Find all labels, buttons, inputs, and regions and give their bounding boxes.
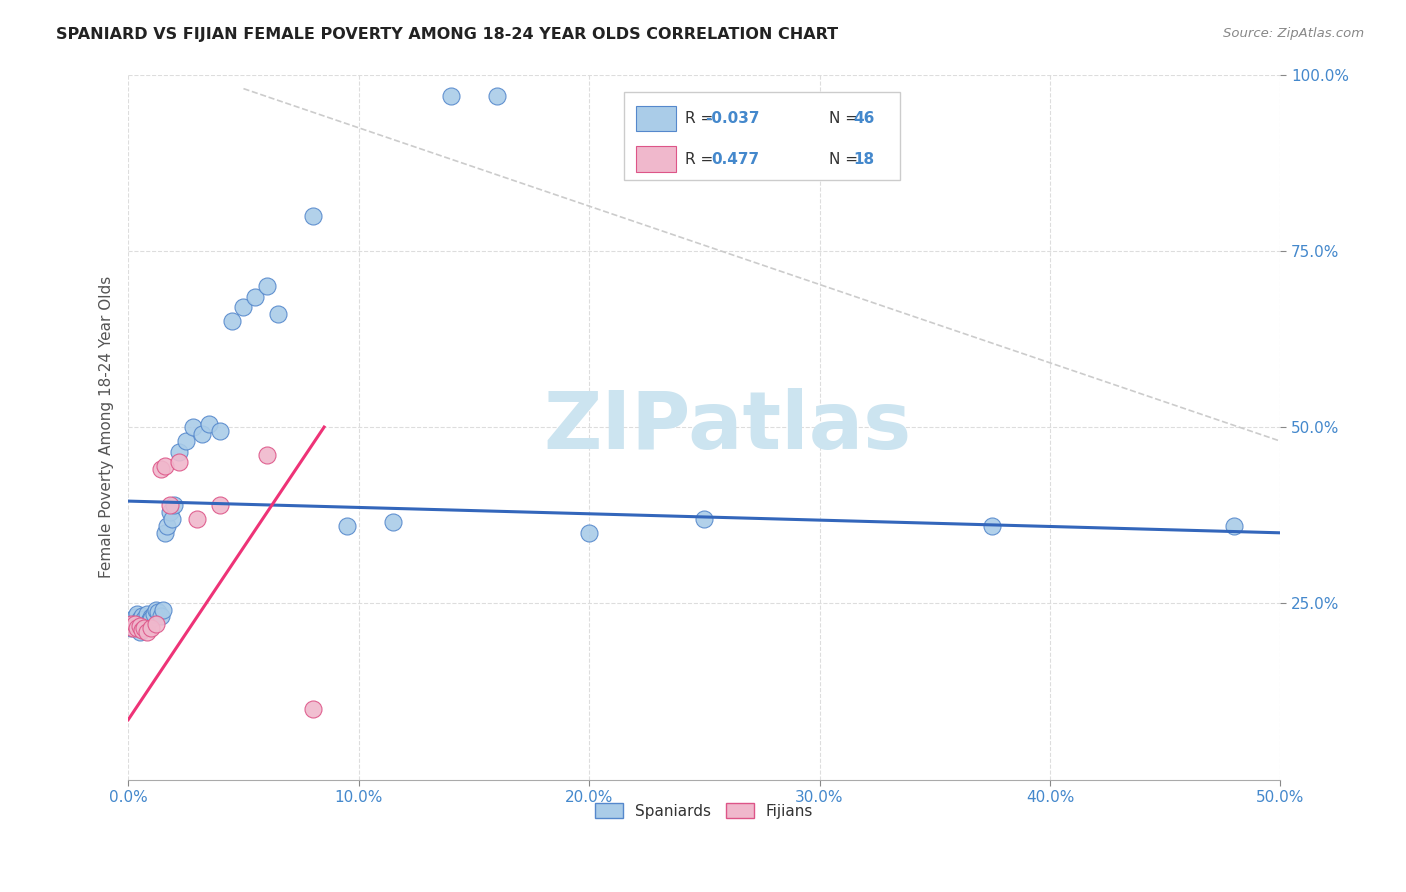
- Point: [138, 614, 160, 628]
- Point: [198, 417, 221, 431]
- Text: SPANIARD VS FIJIAN FEMALE POVERTY AMONG 18-24 YEAR OLDS CORRELATION CHART: SPANIARD VS FIJIAN FEMALE POVERTY AMONG …: [56, 27, 838, 42]
- Point: [135, 624, 157, 639]
- Point: [124, 610, 146, 624]
- Point: [159, 505, 181, 519]
- Point: [128, 624, 150, 639]
- Point: [167, 444, 190, 458]
- Point: [127, 621, 149, 635]
- Point: [124, 617, 146, 632]
- Point: [121, 621, 143, 635]
- Point: [128, 612, 150, 626]
- Point: [256, 279, 278, 293]
- Point: [141, 621, 163, 635]
- Point: [221, 314, 243, 328]
- Point: [120, 617, 142, 632]
- Point: [256, 448, 278, 462]
- Point: [131, 609, 153, 624]
- FancyBboxPatch shape: [637, 146, 675, 172]
- Point: [159, 498, 181, 512]
- Point: [209, 424, 232, 438]
- Point: [156, 518, 179, 533]
- Text: 0.477: 0.477: [711, 152, 759, 167]
- FancyBboxPatch shape: [624, 92, 900, 180]
- Text: N =: N =: [828, 152, 858, 167]
- Point: [186, 512, 208, 526]
- Point: [578, 525, 600, 540]
- Point: [127, 619, 149, 633]
- Point: [232, 300, 254, 314]
- Point: [149, 609, 172, 624]
- Point: [485, 88, 508, 103]
- Point: [145, 617, 167, 632]
- Point: [174, 434, 197, 449]
- Point: [160, 512, 183, 526]
- Point: [981, 518, 1004, 533]
- Point: [152, 603, 174, 617]
- Point: [693, 512, 716, 526]
- Text: Source: ZipAtlas.com: Source: ZipAtlas.com: [1223, 27, 1364, 40]
- Point: [153, 458, 176, 473]
- Point: [148, 605, 170, 619]
- Point: [1223, 518, 1246, 533]
- Y-axis label: Female Poverty Among 18-24 Year Olds: Female Poverty Among 18-24 Year Olds: [100, 276, 114, 578]
- Point: [209, 498, 232, 512]
- Point: [135, 607, 157, 621]
- Point: [167, 455, 190, 469]
- FancyBboxPatch shape: [637, 106, 675, 131]
- Point: [191, 427, 214, 442]
- Point: [127, 607, 149, 621]
- Text: N =: N =: [828, 112, 858, 126]
- Point: [181, 420, 204, 434]
- Point: [134, 617, 156, 632]
- Point: [301, 209, 323, 223]
- Point: [267, 307, 290, 321]
- Text: 18: 18: [853, 152, 875, 167]
- Text: R =: R =: [685, 112, 713, 126]
- Point: [153, 525, 176, 540]
- Text: -0.037: -0.037: [706, 112, 759, 126]
- Point: [131, 623, 153, 637]
- Point: [142, 607, 165, 621]
- Point: [243, 290, 266, 304]
- Point: [336, 518, 359, 533]
- Point: [141, 612, 163, 626]
- Point: [141, 610, 163, 624]
- Point: [382, 515, 405, 529]
- Point: [440, 88, 463, 103]
- Point: [134, 621, 156, 635]
- Point: [131, 614, 153, 628]
- Point: [128, 619, 150, 633]
- Text: ZIPatlas: ZIPatlas: [543, 388, 911, 466]
- Point: [163, 498, 186, 512]
- Point: [149, 462, 172, 476]
- Point: [145, 603, 167, 617]
- Point: [121, 614, 143, 628]
- Text: R =: R =: [685, 152, 713, 167]
- Point: [301, 702, 323, 716]
- Point: [124, 617, 146, 632]
- Legend: Spaniards, Fijians: Spaniards, Fijians: [589, 797, 820, 825]
- Point: [120, 621, 142, 635]
- Point: [134, 612, 156, 626]
- Text: 46: 46: [853, 112, 875, 126]
